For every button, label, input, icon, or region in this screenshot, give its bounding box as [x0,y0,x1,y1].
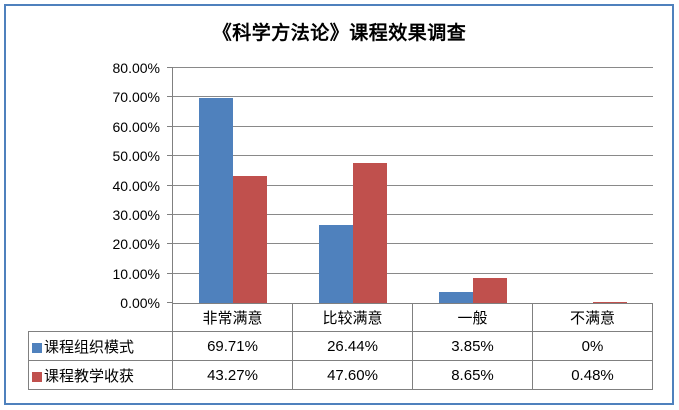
y-axis-tick [167,243,173,245]
y-axis-tick [167,155,173,157]
y-gridline [173,184,653,186]
category-header-cell: 非常满意 [172,303,293,332]
category-header-cell: 一般 [412,303,533,332]
value-cell: 8.65% [412,360,533,390]
bar-课程组织模式-比较满意 [318,225,353,303]
y-gridline [173,243,653,245]
y-axis-tick [167,213,173,215]
data-table-series-row: 课程教学收获 43.27% 47.60% 8.65% 0.48% [28,360,653,390]
bar-课程教学收获-不满意 [593,301,628,303]
series-key-swatch [32,342,42,353]
data-table-header-row: 非常满意 比较满意 一般 不满意 [29,303,653,332]
y-axis-tick [167,125,173,127]
chart-title: 《科学方法论》课程效果调查 [212,23,467,44]
value-cell: 47.60% [292,360,413,390]
series-key-swatch [32,371,42,382]
y-axis-tick-label: 70.00% [112,89,160,106]
y-axis-tick [167,272,173,274]
y-axis-tick [167,184,173,186]
y-axis-tick-label: 60.00% [112,118,160,135]
y-gridline [173,155,653,157]
bar-课程教学收获-比较满意 [353,163,388,303]
y-axis-tick-label: 40.00% [112,177,160,194]
bar-课程教学收获-一般 [473,277,508,303]
value-cell: 0.48% [532,360,653,390]
data-table-series-row: 课程组织模式 69.71% 26.44% 3.85% 0% [28,331,653,361]
value-cell: 0% [532,331,653,361]
series-label-cell: 课程组织模式 [28,331,173,361]
y-axis-tick-label: 30.00% [112,206,160,223]
y-axis-tick-label: 0.00% [120,295,160,311]
bar-课程组织模式-一般 [438,291,473,303]
y-axis-labels: 0.00% 10.00% 20.00% 30.00% 40.00% 50.00% 60.00… [0,60,160,311]
value-cell: 69.71% [172,331,293,361]
y-gridline [173,272,653,274]
series-label-cell: 课程教学收获 [28,360,173,390]
y-axis-tick [167,96,173,98]
category-header-cell: 比较满意 [292,303,413,332]
value-cell: 26.44% [292,331,413,361]
y-gridline [173,125,653,127]
data-table: 非常满意 比较满意 一般 不满意 课程组织模式 69.71% 26.44% 3.85% 0% 课程… [28,303,653,390]
plot-area [167,67,653,304]
y-axis-tick-label: 80.00% [112,60,160,76]
y-gridline [173,67,653,68]
bar-课程教学收获-非常满意 [233,175,268,303]
bar-课程组织模式-非常满意 [198,98,233,303]
y-gridline [173,96,653,98]
y-axis-tick-label: 10.00% [112,265,160,282]
category-header-cell: 不满意 [532,303,653,332]
value-cell: 43.27% [172,360,293,390]
y-axis-tick-label: 50.00% [112,148,160,165]
y-axis-tick-label: 20.00% [112,236,160,253]
y-axis-tick [167,67,173,68]
value-cell: 3.85% [412,331,533,361]
y-axis-tick [167,302,173,303]
data-table-corner-cell [29,304,173,332]
y-gridline [173,213,653,215]
